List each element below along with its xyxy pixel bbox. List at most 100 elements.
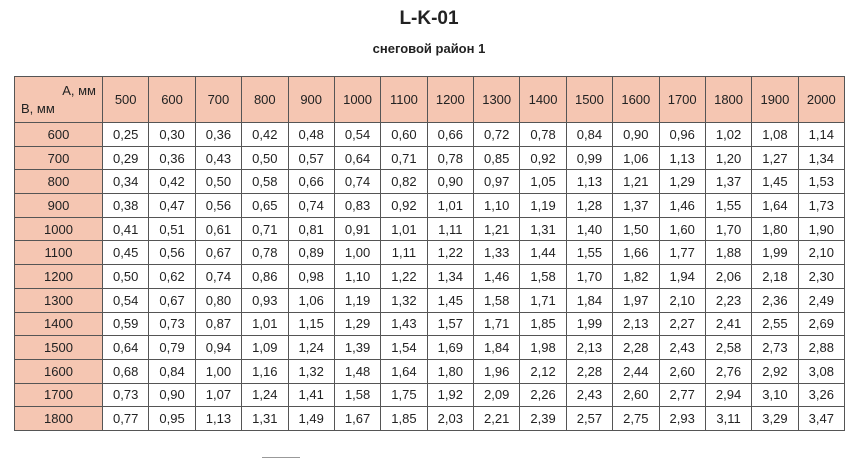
table-row: 900 0,38 0,47 0,56 0,65 0,74 0,83 0,92 1,01 1,10 1… bbox=[14, 193, 846, 218]
table-cell: 0,62 bbox=[148, 264, 196, 289]
header-row: А, мм В, мм 500 600 700 800 900 1000 1100 1200 1… bbox=[14, 76, 846, 123]
table-cell: 1,70 bbox=[565, 264, 614, 289]
table-cell: 0,90 bbox=[612, 122, 660, 147]
column-header: 1900 bbox=[751, 76, 799, 123]
column-header: 1100 bbox=[380, 76, 428, 123]
table-cell: 1,01 bbox=[380, 216, 428, 242]
table-cell: 1,90 bbox=[797, 216, 846, 242]
table-cell: 1,00 bbox=[333, 240, 382, 266]
table-cell: 0,29 bbox=[101, 145, 150, 171]
table-cell: 0,56 bbox=[194, 193, 243, 218]
row-header: 1300 bbox=[14, 287, 103, 313]
table-cell: 1,99 bbox=[751, 240, 799, 266]
table-cell: 1,46 bbox=[472, 264, 521, 289]
table-cell: 1,94 bbox=[658, 264, 706, 289]
column-header: 1200 bbox=[426, 76, 475, 123]
table-cell: 1,06 bbox=[612, 145, 660, 171]
column-header: 1800 bbox=[704, 76, 753, 123]
table-cell: 0,87 bbox=[194, 311, 243, 337]
subtitle: снеговой район 1 bbox=[372, 41, 486, 56]
table-cell: 1,45 bbox=[426, 287, 475, 313]
table-cell: 1,58 bbox=[472, 287, 521, 313]
table-cell: 1,80 bbox=[751, 216, 799, 242]
table-cell: 1,24 bbox=[287, 335, 335, 360]
table-cell: 1,22 bbox=[380, 264, 428, 289]
table-cell: 1,50 bbox=[612, 216, 660, 242]
table-cell: 2,60 bbox=[658, 358, 706, 384]
table-cell: 1,29 bbox=[333, 311, 382, 337]
table-cell: 0,89 bbox=[287, 240, 335, 266]
table-cell: 0,98 bbox=[287, 264, 335, 289]
row-header: 1500 bbox=[14, 335, 103, 360]
table-cell: 2,55 bbox=[751, 311, 799, 337]
table-cell: 2,36 bbox=[751, 287, 799, 313]
column-header: 1500 bbox=[565, 76, 614, 123]
table-cell: 1,02 bbox=[704, 122, 753, 147]
row-header: 1000 bbox=[14, 216, 103, 242]
table-cell: 1,13 bbox=[194, 406, 243, 431]
table-cell: 1,84 bbox=[565, 287, 614, 313]
table-cell: 0,64 bbox=[333, 145, 382, 171]
table-cell: 0,25 bbox=[101, 122, 150, 147]
table-cell: 1,11 bbox=[426, 216, 475, 242]
table-cell: 0,68 bbox=[101, 358, 150, 384]
table-cell: 2,09 bbox=[472, 382, 521, 408]
table-cell: 1,01 bbox=[426, 193, 475, 218]
table-cell: 1,19 bbox=[519, 193, 567, 218]
table-cell: 2,57 bbox=[565, 406, 614, 431]
table-cell: 0,73 bbox=[101, 382, 150, 408]
table-cell: 2,77 bbox=[658, 382, 706, 408]
table-cell: 3,08 bbox=[797, 358, 846, 384]
table-cell: 1,58 bbox=[333, 382, 382, 408]
table-cell: 2,93 bbox=[658, 406, 706, 431]
table-cell: 1,29 bbox=[658, 169, 706, 195]
table-cell: 0,50 bbox=[241, 145, 289, 171]
table-cell: 0,54 bbox=[101, 287, 150, 313]
table-cell: 1,85 bbox=[380, 406, 428, 431]
table-cell: 1,24 bbox=[241, 382, 289, 408]
table-cell: 2,06 bbox=[704, 264, 753, 289]
table-cell: 2,30 bbox=[797, 264, 846, 289]
table-cell: 0,84 bbox=[565, 122, 614, 147]
table-cell: 1,82 bbox=[612, 264, 660, 289]
table-cell: 1,53 bbox=[797, 169, 846, 195]
table-cell: 1,27 bbox=[751, 145, 799, 171]
table-cell: 1,97 bbox=[612, 287, 660, 313]
table-cell: 2,41 bbox=[704, 311, 753, 337]
table-cell: 0,90 bbox=[148, 382, 196, 408]
row-header: 1100 bbox=[14, 240, 103, 266]
row-header: 1700 bbox=[14, 382, 103, 408]
table-cell: 1,39 bbox=[333, 335, 382, 360]
table-cell: 0,66 bbox=[287, 169, 335, 195]
decoration-line bbox=[262, 457, 300, 458]
table-cell: 1,48 bbox=[333, 358, 382, 384]
table-row: 1700 0,73 0,90 1,07 1,24 1,41 1,58 1,75 1,92 2,09… bbox=[14, 382, 846, 408]
table-cell: 0,78 bbox=[519, 122, 567, 147]
table-cell: 1,60 bbox=[658, 216, 706, 242]
column-header: 1300 bbox=[472, 76, 521, 123]
table-cell: 0,78 bbox=[426, 145, 475, 171]
table-cell: 1,55 bbox=[565, 240, 614, 266]
table-cell: 1,06 bbox=[287, 287, 335, 313]
table-cell: 1,99 bbox=[565, 311, 614, 337]
table-cell: 0,79 bbox=[148, 335, 196, 360]
table-cell: 0,92 bbox=[380, 193, 428, 218]
table-cell: 0,57 bbox=[287, 145, 335, 171]
table-cell: 2,13 bbox=[565, 335, 614, 360]
table-cell: 0,45 bbox=[101, 240, 150, 266]
table-cell: 3,29 bbox=[751, 406, 799, 431]
table-cell: 1,58 bbox=[519, 264, 567, 289]
column-header: 900 bbox=[287, 76, 335, 123]
table-cell: 1,67 bbox=[333, 406, 382, 431]
table-cell: 1,19 bbox=[333, 287, 382, 313]
table-cell: 2,73 bbox=[751, 335, 799, 360]
table-cell: 1,34 bbox=[426, 264, 475, 289]
corner-cell: А, мм В, мм bbox=[14, 76, 103, 123]
table-cell: 1,37 bbox=[612, 193, 660, 218]
table-cell: 0,77 bbox=[101, 406, 150, 431]
table-cell: 0,80 bbox=[194, 287, 243, 313]
table-cell: 1,32 bbox=[287, 358, 335, 384]
table-cell: 0,36 bbox=[194, 122, 243, 147]
table-cell: 2,12 bbox=[519, 358, 567, 384]
